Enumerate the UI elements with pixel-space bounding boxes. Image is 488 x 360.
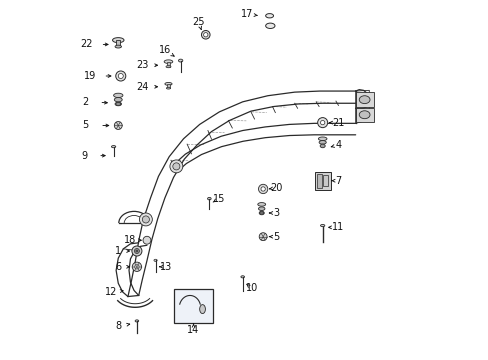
Ellipse shape <box>112 38 124 42</box>
Text: 10: 10 <box>245 283 257 293</box>
Ellipse shape <box>114 98 122 102</box>
Circle shape <box>136 250 138 252</box>
Text: 6: 6 <box>115 262 121 272</box>
Circle shape <box>139 213 152 226</box>
Ellipse shape <box>199 305 205 314</box>
Ellipse shape <box>115 45 121 48</box>
Text: 16: 16 <box>159 45 171 55</box>
Text: 15: 15 <box>212 194 224 204</box>
Text: 22: 22 <box>81 40 93 49</box>
Bar <box>167 84 169 88</box>
Ellipse shape <box>319 140 325 144</box>
Ellipse shape <box>116 103 121 105</box>
Ellipse shape <box>318 137 326 140</box>
Text: 20: 20 <box>270 183 283 193</box>
Ellipse shape <box>111 145 116 148</box>
Ellipse shape <box>259 212 264 214</box>
Ellipse shape <box>164 60 172 63</box>
Ellipse shape <box>359 111 369 119</box>
Text: 12: 12 <box>105 287 117 297</box>
Text: 7: 7 <box>335 176 341 186</box>
Text: 17: 17 <box>241 9 253 19</box>
Ellipse shape <box>258 207 264 211</box>
Bar <box>166 62 170 67</box>
Ellipse shape <box>265 14 273 18</box>
Bar <box>116 40 120 46</box>
Bar <box>316 174 322 188</box>
Circle shape <box>261 187 265 191</box>
Ellipse shape <box>320 144 325 148</box>
Text: 2: 2 <box>81 97 88 107</box>
Circle shape <box>201 31 210 39</box>
Text: 4: 4 <box>335 140 341 150</box>
Circle shape <box>172 163 180 170</box>
Text: 11: 11 <box>332 222 344 232</box>
Circle shape <box>116 71 125 81</box>
Circle shape <box>118 73 123 78</box>
Ellipse shape <box>259 211 264 215</box>
Ellipse shape <box>115 102 121 106</box>
Circle shape <box>132 246 142 256</box>
Text: 5: 5 <box>81 121 88 130</box>
Ellipse shape <box>166 87 170 89</box>
Bar <box>355 108 373 122</box>
Ellipse shape <box>241 276 244 278</box>
Ellipse shape <box>178 59 183 62</box>
Ellipse shape <box>207 197 211 200</box>
Circle shape <box>258 184 267 194</box>
Circle shape <box>114 122 122 130</box>
Ellipse shape <box>135 320 139 322</box>
Text: 23: 23 <box>136 60 148 70</box>
Ellipse shape <box>320 225 324 226</box>
Bar <box>174 289 213 323</box>
Ellipse shape <box>359 96 369 104</box>
Text: 24: 24 <box>136 82 148 92</box>
Text: 21: 21 <box>331 118 344 128</box>
Circle shape <box>134 248 139 253</box>
Circle shape <box>317 118 327 128</box>
Circle shape <box>203 33 207 37</box>
Ellipse shape <box>265 23 274 28</box>
Text: 25: 25 <box>192 17 204 27</box>
Text: 9: 9 <box>81 150 88 161</box>
Circle shape <box>132 262 142 271</box>
Ellipse shape <box>164 82 172 85</box>
Text: 14: 14 <box>187 325 199 335</box>
Circle shape <box>259 233 266 240</box>
Bar <box>314 172 330 190</box>
Text: 3: 3 <box>273 208 279 218</box>
Ellipse shape <box>154 259 157 261</box>
Circle shape <box>135 265 139 269</box>
Text: 8: 8 <box>115 321 121 331</box>
Circle shape <box>142 236 151 244</box>
Text: 13: 13 <box>160 262 172 272</box>
Text: 18: 18 <box>124 235 136 245</box>
Ellipse shape <box>257 203 265 206</box>
Ellipse shape <box>113 93 122 98</box>
Ellipse shape <box>165 66 171 68</box>
Text: 5: 5 <box>273 232 279 242</box>
Circle shape <box>142 216 149 223</box>
Circle shape <box>169 160 183 173</box>
Bar <box>355 93 373 107</box>
Text: 1: 1 <box>115 246 121 256</box>
Text: 19: 19 <box>83 71 96 81</box>
Circle shape <box>320 121 324 125</box>
Bar <box>323 175 327 186</box>
